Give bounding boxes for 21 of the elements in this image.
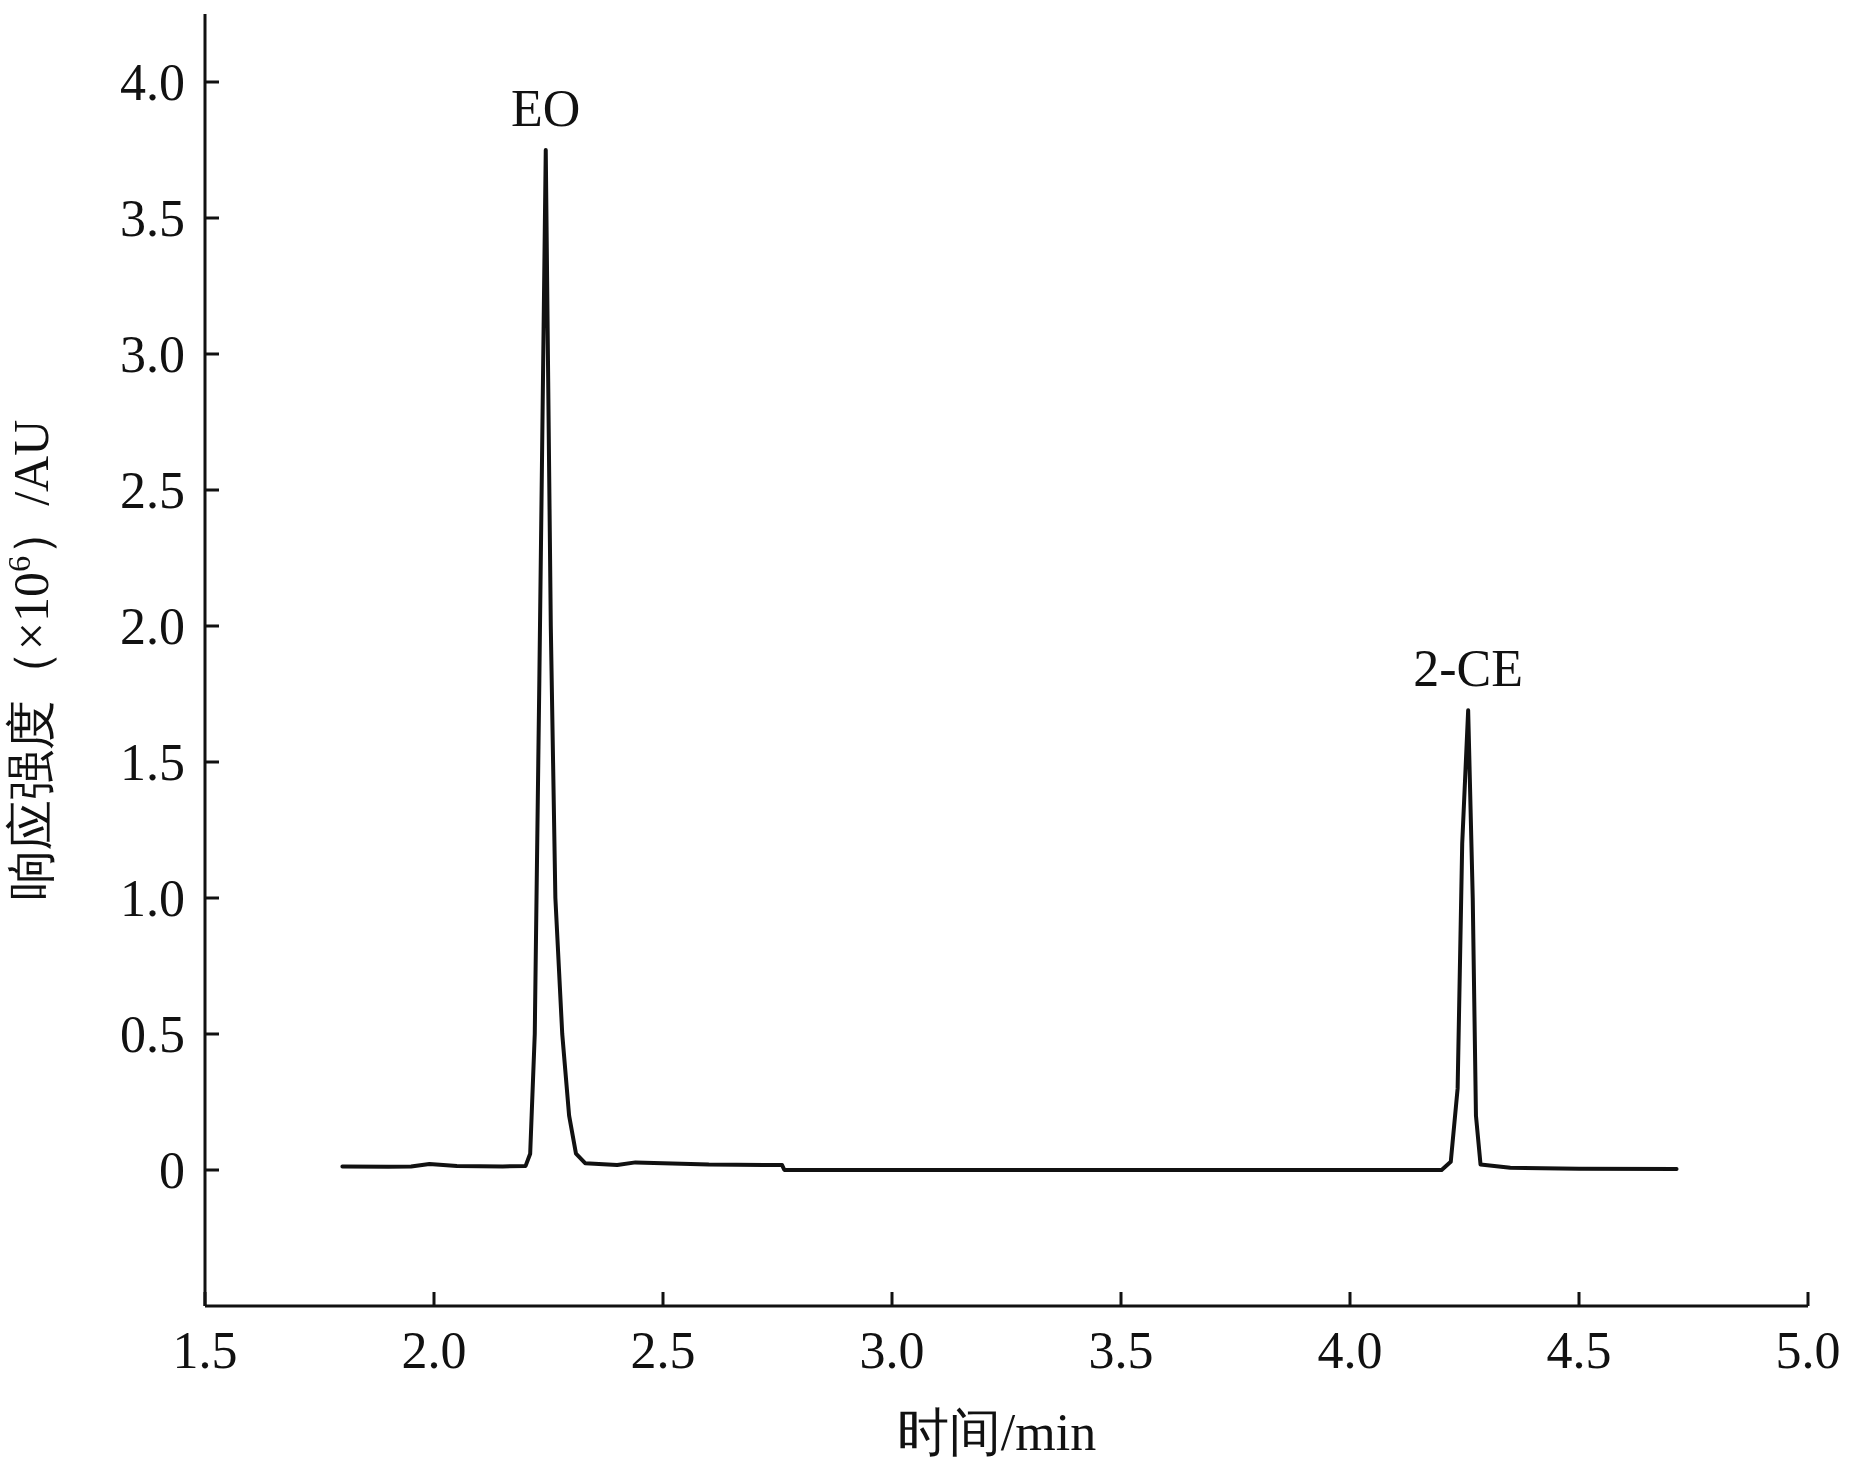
y-tick-label: 0 xyxy=(159,1142,185,1199)
y-tick-label: 1.5 xyxy=(120,734,185,791)
line-series xyxy=(340,148,1679,1172)
x-tick-label: 2.0 xyxy=(401,1322,467,1379)
x-tick-label: 3.5 xyxy=(1088,1322,1154,1379)
y-tick-label: 3.5 xyxy=(120,190,185,247)
y-tick-label: 3.0 xyxy=(120,326,185,383)
x-tick-label: 2.5 xyxy=(630,1322,696,1379)
y-tick-label: 0.5 xyxy=(120,1006,185,1063)
y-tick-label: 4.0 xyxy=(120,54,185,111)
annotation: EO xyxy=(511,80,581,137)
x-tick-label: 3.0 xyxy=(859,1322,925,1379)
y-tick-label: 1.0 xyxy=(120,870,185,927)
y-tick-label: 2.0 xyxy=(120,598,185,655)
annotation: 2-CE xyxy=(1413,640,1524,698)
x-tick-label: 4.0 xyxy=(1317,1322,1383,1379)
x-axis-title: 时间/min xyxy=(896,1404,1097,1461)
x-tick-label: 5.0 xyxy=(1775,1322,1841,1379)
x-tick-label: 1.5 xyxy=(172,1322,238,1379)
y-tick-label: 2.5 xyxy=(120,462,185,519)
x-tick-label: 4.5 xyxy=(1546,1322,1612,1379)
